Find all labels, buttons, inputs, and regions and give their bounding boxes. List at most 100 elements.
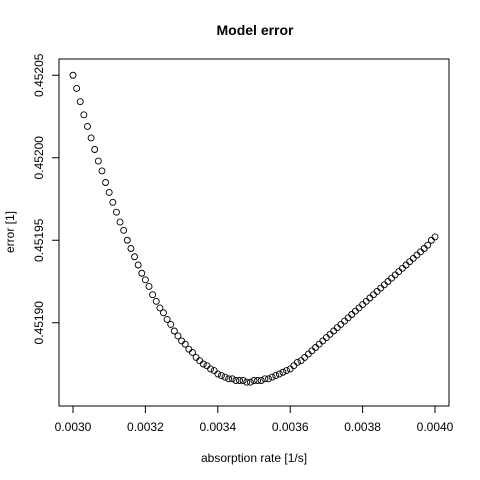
data-point: [431, 233, 439, 241]
data-point: [138, 269, 146, 277]
y-tick-label: 0.45195: [32, 218, 46, 262]
data-point: [174, 332, 182, 340]
data-point: [73, 84, 81, 92]
data-point: [131, 253, 138, 261]
data-point: [116, 218, 124, 226]
data-point: [134, 261, 142, 269]
data-point: [246, 378, 254, 386]
data-point: [417, 248, 424, 256]
data-point: [123, 236, 131, 244]
data-point: [388, 274, 396, 282]
data-point: [170, 327, 178, 335]
data-point: [243, 378, 251, 386]
data-point: [293, 358, 301, 366]
y-tick-label: 0.45190: [32, 301, 46, 345]
data-point: [210, 367, 218, 375]
data-point: [163, 316, 171, 323]
data-point: [366, 294, 374, 302]
data-point: [351, 307, 359, 315]
data-point: [120, 226, 128, 234]
data-point: [326, 330, 334, 338]
data-point: [395, 268, 403, 276]
data-point: [102, 179, 110, 186]
x-tick-label: 0.0034: [199, 420, 236, 434]
data-point: [402, 261, 410, 269]
data-point: [254, 377, 262, 384]
data-point: [167, 320, 175, 328]
data-point: [333, 324, 341, 332]
data-point: [424, 241, 432, 249]
data-point: [152, 297, 160, 305]
y-tick-label: 0.45200: [32, 136, 46, 180]
x-tick-label: 0.0030: [55, 420, 92, 434]
y-tick-label: 0.45205: [32, 53, 46, 97]
data-point: [275, 370, 283, 378]
data-point: [221, 373, 229, 381]
data-point: [199, 360, 207, 368]
y-axis-label: error [1]: [3, 211, 17, 253]
data-point: [257, 377, 265, 384]
data-point: [217, 372, 225, 379]
data-point: [91, 146, 99, 153]
data-point: [380, 281, 388, 289]
data-point: [109, 198, 117, 206]
x-axis-label: absorption rate [1/s]: [201, 451, 307, 465]
data-point: [87, 134, 95, 142]
data-point: [181, 340, 189, 348]
data-point: [192, 353, 200, 361]
data-point: [145, 283, 153, 290]
data-point: [362, 297, 370, 305]
data-point: [409, 254, 417, 262]
data-point: [427, 236, 435, 244]
data-point: [149, 291, 157, 299]
data-point: [261, 375, 269, 383]
data-point: [250, 377, 258, 384]
data-point: [265, 375, 272, 383]
data-point: [84, 122, 91, 130]
data-point: [189, 349, 196, 356]
data-point: [359, 301, 367, 309]
data-point: [236, 377, 243, 384]
x-axis: 0.0030 0.0032 0.0034 0.0036 0.0038 0.0040: [55, 405, 454, 434]
data-point: [344, 314, 352, 322]
data-point: [319, 337, 327, 345]
data-point: [76, 98, 84, 106]
data-point: [272, 372, 280, 379]
data-point: [232, 377, 240, 384]
data-point: [322, 334, 330, 342]
x-tick-label: 0.0038: [344, 420, 381, 434]
data-point: [203, 362, 211, 370]
data-point: [337, 320, 345, 328]
data-point: [239, 377, 247, 384]
data-point: [214, 370, 222, 378]
data-point: [69, 71, 77, 79]
data-point: [420, 245, 428, 252]
data-point: [98, 167, 106, 175]
x-tick-label: 0.0036: [272, 420, 309, 434]
data-point: [413, 251, 421, 259]
data-point: [398, 264, 406, 272]
data-point: [290, 362, 298, 370]
chart-title: Model error: [216, 22, 294, 38]
y-axis: 0.45190 0.45195 0.45200 0.45205: [32, 53, 60, 345]
data-point: [355, 304, 363, 312]
data-point: [279, 368, 287, 376]
data-point: [112, 208, 120, 216]
data-point: [94, 157, 102, 165]
data-point: [312, 344, 319, 351]
data-point: [160, 309, 167, 317]
data-point: [286, 365, 294, 373]
data-point: [315, 340, 323, 348]
data-point: [373, 287, 381, 295]
data-point: [391, 271, 399, 279]
data-point: [308, 347, 316, 355]
data-point: [377, 284, 385, 292]
data-point: [228, 375, 236, 383]
x-tick-label: 0.0040: [417, 420, 454, 434]
data-point: [127, 245, 135, 252]
data-point: [178, 337, 186, 345]
x-tick-label: 0.0032: [127, 420, 164, 434]
data-point: [301, 353, 309, 361]
data-point: [330, 327, 338, 335]
